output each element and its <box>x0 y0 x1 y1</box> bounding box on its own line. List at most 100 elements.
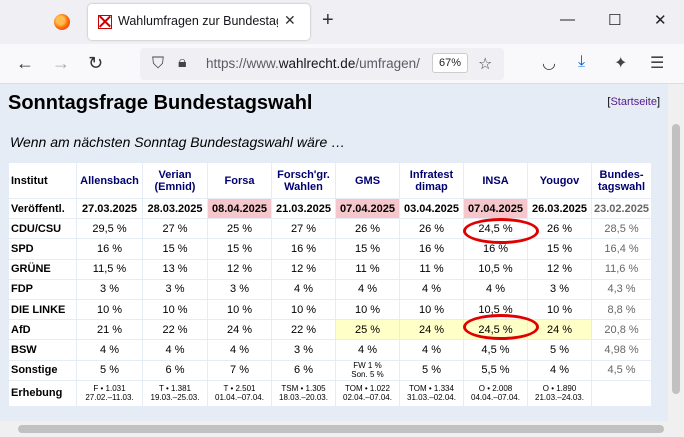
table-cell: T • 2.501 01.04.–07.04. <box>207 379 272 407</box>
row-label: CDU/CSU <box>8 218 77 240</box>
table-cell: 5 % <box>76 359 143 381</box>
vertical-scrollbar[interactable] <box>668 84 684 421</box>
institute-header[interactable]: Allensbach <box>76 162 143 199</box>
table-cell: O • 2.008 04.04.–07.04. <box>463 379 528 407</box>
table-cell: 23.02.2025 <box>590 197 653 220</box>
corner-header: Institut <box>8 162 77 199</box>
table-cell: 11 % <box>399 258 464 280</box>
page-title: Sonntagsfrage Bundestagswahl <box>8 92 313 114</box>
table-cell: 07.04.2025 <box>463 197 528 220</box>
table-cell: 11,5 % <box>76 258 143 280</box>
table-cell: 20,8 % <box>590 319 653 341</box>
tab-close-icon[interactable]: ✕ <box>284 12 296 28</box>
horizontal-scrollbar[interactable] <box>0 421 684 437</box>
table-row: Erhebung F • 1.031 27.02.–11.03. T • 1.381 1… <box>8 379 653 407</box>
table-cell: 16 % <box>76 238 143 260</box>
table-cell: FW 1 % Son. 5 % <box>335 359 400 381</box>
institute-header[interactable]: Yougov <box>527 162 592 199</box>
table-cell: 5 % <box>527 339 592 361</box>
table-row: DIE LINKE 10 % 10 % 10 % 10 % 10 % 10 % 10,5 % 1… <box>8 298 653 321</box>
table-cell: 08.04.2025 <box>207 197 272 220</box>
horizontal-scroll-thumb[interactable] <box>18 425 664 433</box>
institute-header[interactable]: Forsa <box>207 162 272 199</box>
table-cell: 3 % <box>271 339 336 361</box>
firefox-logo-icon[interactable] <box>54 14 70 30</box>
table-cell: 4,5 % <box>463 339 528 361</box>
table-cell: 4 % <box>527 359 592 381</box>
tab-bar: Wahlumfragen zur Bundestagswahl ✕ + — ☐ … <box>0 0 684 44</box>
table-cell: 21.03.2025 <box>271 197 336 220</box>
reload-icon[interactable]: ↻ <box>88 53 104 73</box>
institute-header[interactable]: GMS <box>335 162 400 199</box>
table-cell: 16,4 % <box>590 238 653 260</box>
pocket-icon[interactable]: ◡ <box>542 55 556 72</box>
table-cell: 4 % <box>399 278 464 300</box>
menu-icon[interactable]: ☰ <box>650 55 665 72</box>
table-cell <box>590 379 653 407</box>
table-row: SPD 16 % 15 % 15 % 16 % 15 % 16 % 16 % 15 % 16,4 … <box>8 238 653 260</box>
table-cell: 4 % <box>463 278 528 300</box>
window-close-button[interactable]: ✕ <box>654 12 667 29</box>
table-cell: 22 % <box>271 319 336 341</box>
download-icon[interactable]: ⤓ <box>578 53 586 70</box>
table-cell: 10 % <box>527 298 592 321</box>
table-cell: 16 % <box>271 238 336 260</box>
table-cell: 6 % <box>142 359 208 381</box>
zoom-level-button[interactable]: 67% <box>432 53 469 73</box>
poll-body: Veröffentl. 27.03.2025 28.03.2025 08.04.202… <box>8 197 653 407</box>
table-cell: 10 % <box>142 298 208 321</box>
table-cell: 10 % <box>207 298 272 321</box>
forward-arrow-icon[interactable]: → <box>52 53 70 73</box>
table-cell: 26 % <box>399 218 464 240</box>
institute-header[interactable]: Infratest dimap <box>399 162 464 199</box>
table-cell: 3 % <box>207 278 272 300</box>
shield-icon[interactable]: ⛉ <box>152 55 165 72</box>
table-cell: 24 % <box>399 319 464 341</box>
row-label: Erhebung <box>8 379 77 407</box>
table-cell: F • 1.031 27.02.–11.03. <box>76 379 143 407</box>
table-cell: 4,98 % <box>590 339 653 361</box>
vertical-scroll-thumb[interactable] <box>672 124 680 394</box>
url-text[interactable]: https://www.wahlrecht.de/umfragen/ <box>206 56 420 71</box>
table-cell: 29,5 % <box>76 218 143 240</box>
startseite-link[interactable]: Startseite <box>610 96 657 108</box>
table-cell: 13 % <box>142 258 208 280</box>
institute-header[interactable]: INSA <box>463 162 528 199</box>
table-cell: 24 % <box>207 319 272 341</box>
minimize-button[interactable]: — <box>560 11 575 28</box>
table-row: Sonstige 5 % 6 % 7 % 6 % FW 1 % Son. 5 % 5 % 5,5… <box>8 359 653 381</box>
maximize-button[interactable]: ☐ <box>608 12 622 29</box>
extensions-icon[interactable]: ✦ <box>614 55 628 72</box>
row-label: DIE LINKE <box>8 298 77 321</box>
institute-header[interactable]: Bundes-tagswahl <box>590 162 653 199</box>
table-cell: 25 % <box>207 218 272 240</box>
table-cell: 28,5 % <box>590 218 653 240</box>
page-content: Sonntagsfrage Bundestagswahl [Startseite… <box>0 84 668 421</box>
table-cell: 10 % <box>399 298 464 321</box>
lock-icon[interactable]: 🔒︎ <box>178 54 187 71</box>
table-cell: 4,3 % <box>590 278 653 300</box>
url-bar[interactable]: ⛉ 🔒︎ https://www.wahlrecht.de/umfragen/ … <box>140 48 504 80</box>
new-tab-button[interactable]: + <box>322 9 334 31</box>
table-cell: 3 % <box>76 278 143 300</box>
startseite-link-wrapper: [Startseite] <box>607 96 660 108</box>
bookmark-star-icon[interactable]: ☆ <box>478 56 493 73</box>
institute-header[interactable]: Forsch'gr. Wahlen <box>271 162 336 199</box>
row-label: SPD <box>8 238 77 260</box>
back-arrow-icon[interactable]: ← <box>16 53 34 73</box>
annotation-ring-afd-insa <box>463 314 539 340</box>
row-label: BSW <box>8 339 77 361</box>
table-cell: 6 % <box>271 359 336 381</box>
table-cell: T • 1.381 19.03.–25.03. <box>142 379 208 407</box>
table-cell: 4 % <box>335 278 400 300</box>
table-cell: 27.03.2025 <box>76 197 143 220</box>
table-cell: 3 % <box>527 278 592 300</box>
table-cell: 03.04.2025 <box>399 197 464 220</box>
table-cell: 24 % <box>527 319 592 341</box>
table-cell: 16 % <box>399 238 464 260</box>
table-cell: 4 % <box>335 339 400 361</box>
table-cell: 4 % <box>76 339 143 361</box>
table-cell: O • 1.890 21.03.–24.03. <box>527 379 592 407</box>
active-tab[interactable]: Wahlumfragen zur Bundestagswahl ✕ <box>88 4 310 40</box>
institute-header[interactable]: Verian (Emnid) <box>142 162 208 199</box>
